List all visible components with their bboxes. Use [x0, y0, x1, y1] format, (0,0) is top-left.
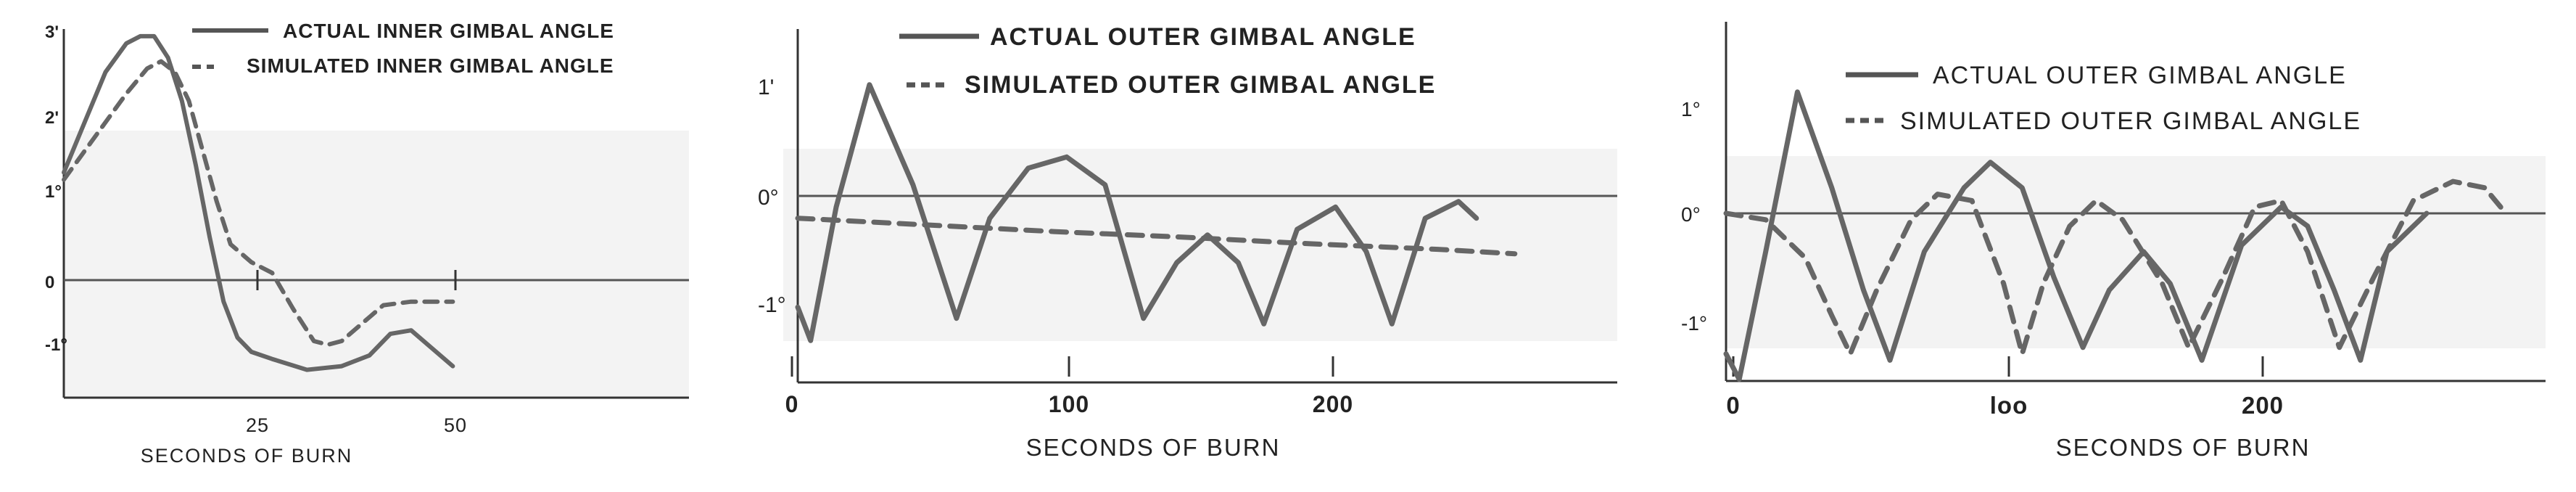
series-line-simulated	[62, 59, 455, 347]
legend-label: ACTUAL OUTER GIMBAL ANGLE	[1933, 62, 2347, 89]
x-tick-label: loo	[1990, 392, 2028, 419]
y-tick-label: 0°	[1681, 203, 1701, 226]
x-tick-label: 0	[785, 391, 799, 417]
series-line-simulated	[1723, 179, 2509, 357]
x-axis-label: SECONDS OF BURN	[2056, 434, 2311, 461]
series-line-actual	[62, 33, 455, 372]
y-tick-label: 3'	[45, 22, 59, 42]
series-line-actual	[795, 82, 1479, 343]
chart-panel-1	[62, 28, 689, 399]
legend-label: ACTUAL INNER GIMBAL ANGLE	[283, 20, 614, 42]
y-tick-label: 0°	[758, 186, 779, 210]
legend-label: ACTUAL OUTER GIMBAL ANGLE	[990, 23, 1416, 51]
x-tick-label: 100	[1049, 391, 1089, 417]
x-tick-label: 200	[1313, 391, 1353, 417]
chart-panel-2	[783, 29, 1617, 384]
y-tick-label: 2'	[45, 108, 59, 128]
chart-panel-3	[1723, 22, 2546, 382]
series-line-actual	[1723, 89, 2430, 382]
x-tick-label: 25	[246, 414, 269, 436]
legend-label: SIMULATED OUTER GIMBAL ANGLE	[965, 71, 1436, 99]
x-tick-label: 50	[444, 414, 467, 436]
y-tick-label: 1°	[1681, 98, 1701, 120]
plot-background	[64, 131, 689, 398]
y-tick-label: -1°	[45, 335, 67, 355]
y-tick-label: 0	[45, 273, 54, 292]
legend-label: SIMULATED INNER GIMBAL ANGLE	[247, 54, 614, 77]
y-tick-label: -1°	[1681, 312, 1707, 335]
x-axis-label: SECONDS OF BURN	[141, 445, 353, 467]
y-tick-label: 1'	[758, 75, 774, 99]
y-tick-label: 1°	[45, 182, 62, 202]
y-tick-label: -1°	[758, 293, 786, 317]
legend-label: SIMULATED OUTER GIMBAL ANGLE	[1900, 107, 2361, 135]
x-tick-label: 0	[1726, 392, 1740, 419]
plot-background	[783, 149, 1617, 341]
plot-background	[1726, 156, 2546, 348]
x-axis-label: SECONDS OF BURN	[1026, 434, 1281, 461]
x-tick-label: 200	[2242, 392, 2284, 419]
series-line-simulated	[795, 216, 1518, 257]
